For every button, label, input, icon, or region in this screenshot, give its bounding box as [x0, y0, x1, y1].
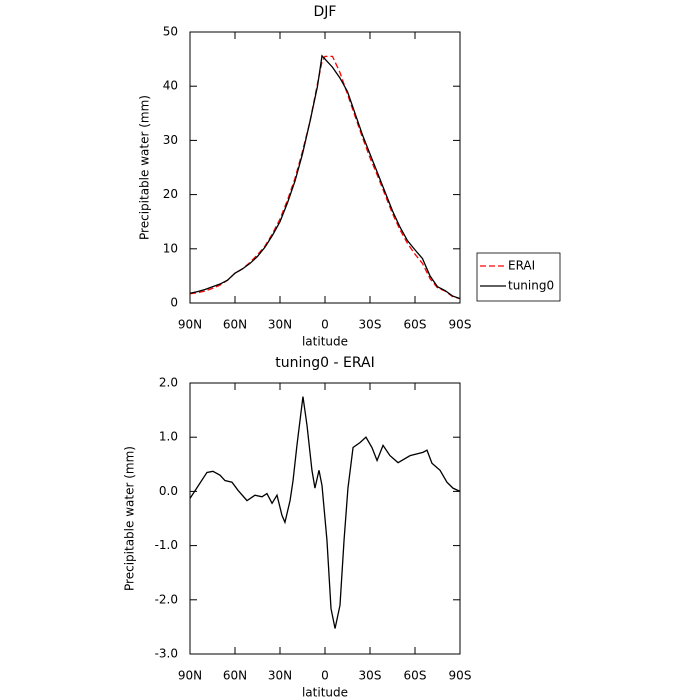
data-line: [189, 55, 461, 300]
y-tick-label: 0.0: [159, 484, 178, 498]
y-tick-label: 2.0: [159, 376, 178, 390]
data-line: [189, 396, 461, 629]
x-tick-label: 90N: [178, 318, 202, 332]
x-tick-label: 30N: [268, 318, 292, 332]
x-tick-label: 0: [321, 669, 329, 683]
x-tick-label: 0: [321, 318, 329, 332]
x-axis-label: latitude: [302, 686, 348, 700]
x-axis-label: latitude: [302, 335, 348, 349]
chart-title: DJF: [314, 4, 337, 20]
x-tick-label: 90N: [178, 669, 202, 683]
y-tick-label: -3.0: [155, 647, 178, 661]
x-tick-label: 30S: [359, 318, 382, 332]
y-tick-label: 10: [163, 241, 178, 255]
y-tick-label: 20: [163, 187, 178, 201]
x-tick-label: 30S: [359, 669, 382, 683]
chart-title: tuning0 - ERAI: [275, 355, 374, 371]
x-tick-label: 90S: [449, 669, 472, 683]
x-tick-label: 60N: [223, 318, 247, 332]
y-axis-label: Precipitable water (mm): [138, 95, 152, 240]
legend-box: [476, 252, 561, 302]
x-tick-label: 90S: [449, 318, 472, 332]
x-tick-label: 60S: [404, 669, 427, 683]
plot-frame: [189, 31, 461, 304]
legend-label: ERAI: [508, 259, 535, 273]
x-tick-label: 30N: [268, 669, 292, 683]
x-tick-label: 60S: [404, 318, 427, 332]
y-tick-label: 50: [163, 25, 178, 39]
y-tick-label: -2.0: [155, 592, 178, 606]
y-tick-label: 30: [163, 133, 178, 147]
y-tick-label: 1.0: [159, 430, 178, 444]
legend-label: tuning0: [508, 279, 554, 293]
data-line: [189, 54, 461, 300]
y-axis-label: Precipitable water (mm): [123, 446, 137, 591]
y-tick-label: -1.0: [155, 538, 178, 552]
y-tick-label: 40: [163, 79, 178, 93]
x-tick-label: 60N: [223, 669, 247, 683]
y-tick-label: 0: [170, 296, 178, 310]
